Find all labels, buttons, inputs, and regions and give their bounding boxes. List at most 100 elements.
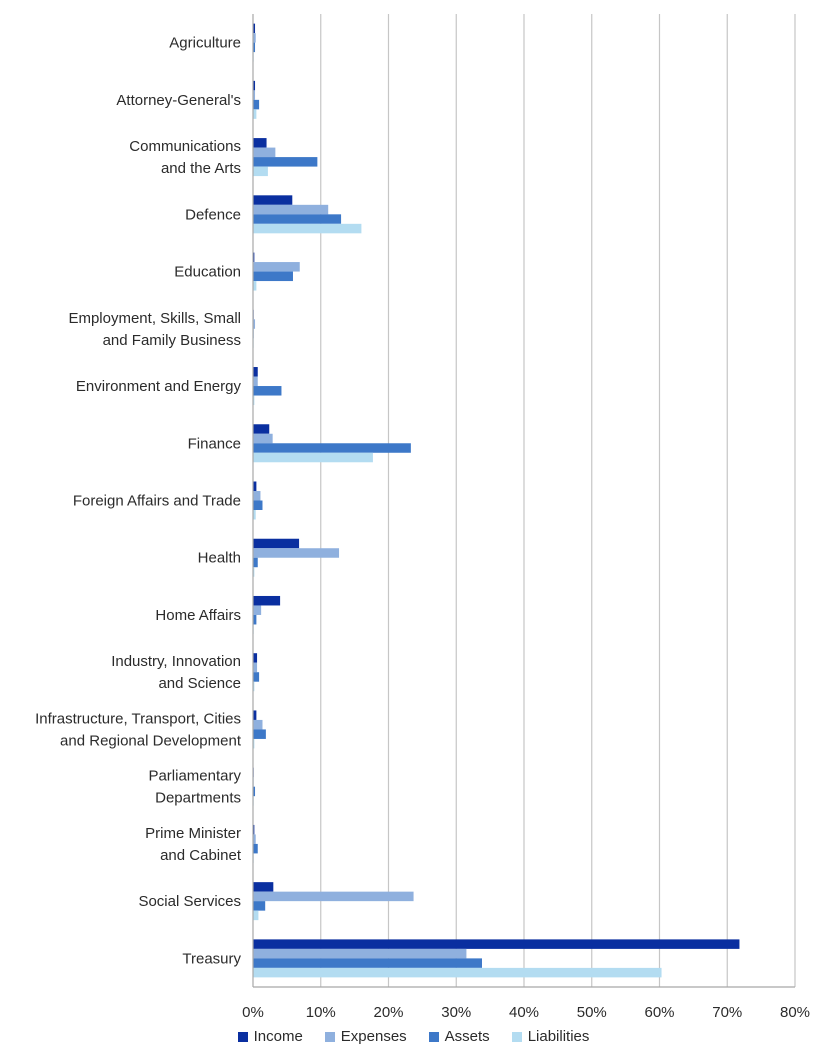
legend-label: Liabilities (527, 1028, 590, 1045)
legend-label: Assets (444, 1028, 490, 1045)
legend-swatch (237, 1031, 248, 1042)
bar-income (253, 939, 740, 949)
category-label: Environment and Energy (76, 378, 242, 395)
bar-income (253, 252, 255, 263)
category-label: Social Services (138, 893, 241, 910)
bar-expenses (253, 548, 340, 558)
bar-assets (253, 614, 257, 625)
bar-assets (253, 843, 258, 854)
bar-income (253, 882, 274, 892)
bar-expenses (253, 204, 329, 215)
category-label: Prime Minister and Cabinet (145, 825, 242, 864)
bar-assets (253, 386, 282, 396)
bar-assets (253, 271, 293, 282)
bar-expenses (253, 90, 256, 100)
bar-liabilities (253, 452, 373, 463)
category-labels: Agriculture Attorney-General's Communicati… (35, 35, 242, 968)
category-label: Agriculture (169, 35, 241, 52)
bar-assets (253, 672, 260, 682)
bar-income (253, 367, 258, 377)
bar-expenses (253, 433, 273, 444)
x-tick-label: 30% (441, 1004, 471, 1021)
bar-liabilities (253, 967, 662, 978)
bar-income (253, 195, 293, 205)
category-label: Employment, Skills, Small and Family Busi… (68, 310, 241, 349)
x-tick-label: 70% (712, 1004, 742, 1021)
bar-liabilities (253, 510, 256, 520)
legend-swatch (511, 1031, 522, 1042)
category-label: Infrastructure, Transport, Cities and Reg… (35, 710, 242, 749)
bar-income (253, 80, 256, 91)
bar-expenses (253, 834, 256, 844)
legend-item-expenses: Expenses (324, 1028, 407, 1045)
category-label: Treasury (182, 950, 241, 967)
legend: Income Expenses Assets Liabilities (0, 1028, 827, 1045)
bar-liabilities (253, 166, 268, 177)
bar-assets (253, 901, 266, 911)
bar-expenses (253, 719, 263, 730)
x-tick-label: 50% (577, 1004, 607, 1021)
bar-assets (253, 157, 318, 167)
bar-expenses (253, 319, 256, 329)
axes (252, 14, 795, 988)
x-tick-label: 0% (242, 1004, 264, 1021)
bar-liabilities (253, 395, 255, 406)
category-label: Defence (185, 206, 241, 223)
bar-assets (253, 99, 260, 110)
x-tick-label: 20% (373, 1004, 403, 1021)
bar-expenses (253, 948, 467, 959)
category-label: Attorney-General's (116, 92, 241, 109)
bar-expenses (253, 33, 256, 43)
x-tick-label: 60% (644, 1004, 674, 1021)
bar-income (253, 824, 255, 835)
bar-expenses (253, 662, 258, 673)
category-label: Finance (188, 435, 241, 452)
category-label: Health (198, 550, 241, 567)
category-label: Home Affairs (155, 607, 241, 624)
bar-assets (253, 958, 482, 968)
category-label: Education (174, 264, 241, 281)
bar-liabilities (253, 281, 257, 291)
bar-assets (253, 42, 256, 53)
bars (253, 23, 740, 978)
bar-liabilities (253, 738, 255, 749)
category-label: Communications and the Arts (129, 138, 241, 177)
legend-swatch (324, 1031, 335, 1042)
bar-expenses (253, 147, 276, 158)
legend-label: Income (253, 1028, 303, 1045)
legend-item-assets: Assets (428, 1028, 490, 1045)
x-tick-labels: 0% 10% 20% 30% 40% 50% 60% 70% 80% (242, 1004, 810, 1021)
legend-item-income: Income (237, 1028, 303, 1045)
bar-income (253, 595, 281, 606)
bar-liabilities (253, 109, 257, 119)
bar-assets (253, 214, 342, 224)
category-label: Parliamentary Departments (148, 768, 241, 807)
bar-liabilities (253, 910, 259, 921)
bar-liabilities (253, 567, 255, 577)
x-tick-label: 80% (780, 1004, 810, 1021)
bar-expenses (253, 891, 414, 902)
bar-expenses (253, 376, 258, 387)
bar-income (253, 653, 258, 663)
bar-expenses (253, 491, 261, 501)
legend-item-liabilities: Liabilities (511, 1028, 590, 1045)
bar-income (253, 710, 257, 720)
bar-income (253, 138, 267, 148)
bar-assets (253, 557, 258, 568)
bar-assets (253, 729, 266, 739)
bar-income (253, 481, 257, 491)
bar-expenses (253, 262, 300, 272)
category-label: Foreign Affairs and Trade (73, 493, 241, 510)
bar-assets (253, 500, 263, 510)
bar-income (253, 424, 270, 434)
category-label: Industry, Innovation and Science (111, 653, 241, 692)
bar-assets (253, 443, 411, 453)
bar-income (253, 538, 300, 549)
x-tick-label: 40% (509, 1004, 539, 1021)
bar-assets (253, 786, 256, 797)
legend-label: Expenses (340, 1028, 407, 1045)
bar-expenses (253, 605, 262, 615)
gridlines (320, 14, 796, 987)
bar-liabilities (253, 681, 255, 692)
